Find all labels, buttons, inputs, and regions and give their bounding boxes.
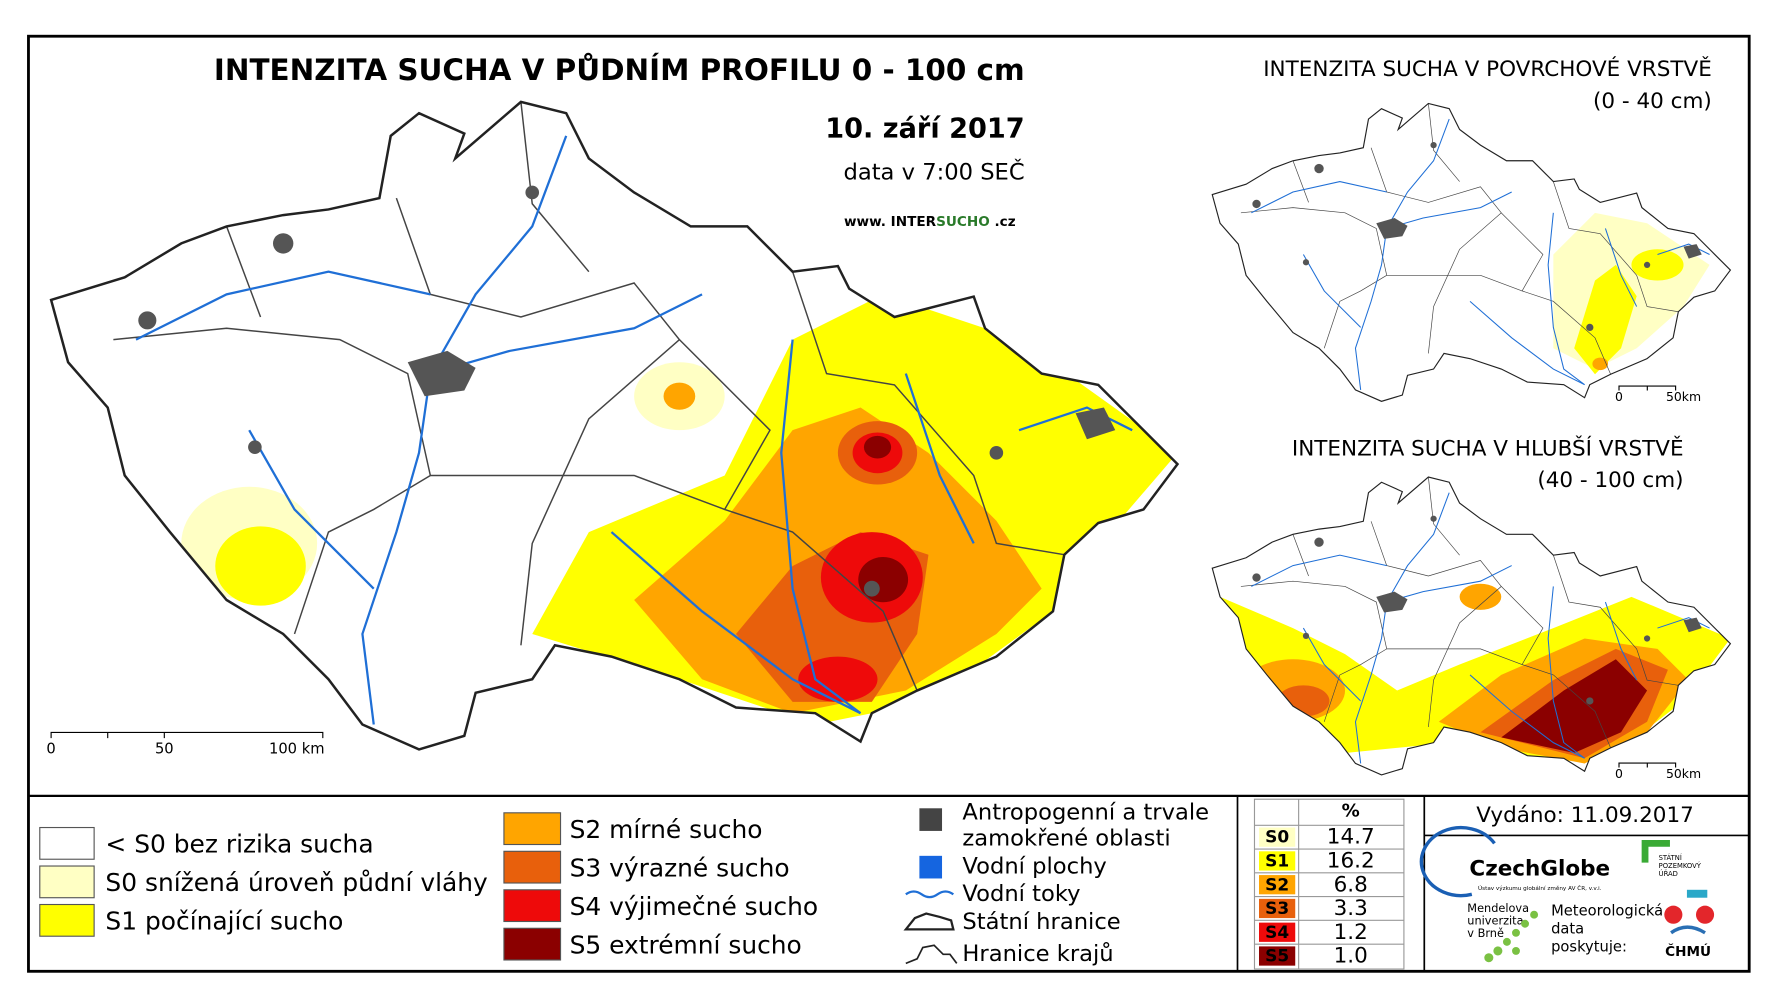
table-value: 1.0 <box>1334 944 1368 969</box>
website-part: www. INTER <box>844 214 937 230</box>
legend-label: S5 extrémní sucho <box>570 930 802 959</box>
table-class: S5 <box>1265 947 1289 967</box>
scale-bar <box>1618 385 1677 391</box>
inset-title: INTENZITA SUCHA V POVRCHOVÉ VRSTVĚ <box>1263 56 1712 82</box>
legend-label: Hranice krajů <box>962 940 1113 967</box>
table-class: S4 <box>1265 923 1289 943</box>
table-header: % <box>1342 801 1360 822</box>
legend: < S0 bez rizika sucha S0 snížená úroveň p… <box>39 799 1209 967</box>
map-date: 10. září 2017 <box>825 114 1024 145</box>
mendelu-dots <box>1484 910 1539 963</box>
scale-label: 0 <box>46 740 55 757</box>
legend-swatch <box>503 812 562 846</box>
spu-mark <box>1641 839 1670 863</box>
table-swatch <box>1259 827 1296 847</box>
map-title: INTENZITA SUCHA V PŮDNÍM PROFILU 0 - 100… <box>214 51 1025 87</box>
legend-label: S0 snížená úroveň půdní vláhy <box>105 868 487 897</box>
chmu-mark <box>1695 905 1715 924</box>
legend-label: Vodní plochy <box>962 854 1106 880</box>
scale-label: 100 km <box>269 740 325 757</box>
logo-text: univerzita <box>1467 913 1523 927</box>
scale-label: 50 <box>155 740 174 757</box>
inset-subtitle: (0 - 40 cm) <box>1593 89 1712 114</box>
table-class: S1 <box>1265 851 1289 871</box>
inset-subtitle: (40 - 100 cm) <box>1537 468 1683 493</box>
legend-label: S2 mírné sucho <box>570 815 763 844</box>
table-value: 6.8 <box>1334 872 1368 897</box>
table-value: 14.7 <box>1327 825 1375 850</box>
table-value: 1.2 <box>1334 920 1368 945</box>
logo-text: Meteorologická <box>1551 902 1663 919</box>
logo-text: POZEMKOVÝ <box>1659 861 1702 870</box>
legend-label: Vodní toky <box>962 881 1080 907</box>
logo-text: poskytuje: <box>1551 939 1627 956</box>
website-part: SUCHO <box>936 214 990 230</box>
table-class: S3 <box>1265 899 1289 919</box>
logo-subtitle: Ústav výzkumu globální změny AV ČR, v.v.… <box>1478 885 1602 892</box>
scale-bar: 0 50 100 km <box>46 731 325 757</box>
percent-table: % S0 14.7 S1 16.2 S2 6.8 S3 3.3 S4 1.2 S5 1.0 <box>1253 798 1405 970</box>
logo-arc <box>1419 826 1496 898</box>
legend-icon <box>905 944 958 965</box>
logos: CzechGlobe Ústav výzkumu globální změny … <box>1419 826 1715 963</box>
logo-czechglobe: CzechGlobe <box>1469 856 1610 881</box>
table-swatch <box>1259 946 1296 966</box>
legend-swatch <box>503 850 562 884</box>
table-swatch <box>1259 922 1296 942</box>
scale-label: 0 <box>1615 389 1623 404</box>
table-value: 16.2 <box>1327 848 1375 873</box>
table-swatch <box>1259 875 1296 895</box>
scale-label: 0 <box>1615 766 1623 781</box>
legend-swatch <box>503 889 562 923</box>
table-class: S2 <box>1265 875 1289 895</box>
inset-map-surface <box>1211 102 1731 402</box>
scale-bar <box>1618 762 1677 768</box>
inset-title: INTENZITA SUCHA V HLUBŠÍ VRSTVĚ <box>1292 435 1684 461</box>
data-time: data v 7:00 SEČ <box>843 158 1024 186</box>
scale-label: 50km <box>1666 389 1701 404</box>
scale-label: 50km <box>1666 766 1701 781</box>
table-value: 3.3 <box>1334 896 1368 921</box>
logo-text: Mendelova <box>1467 901 1529 915</box>
website-part: .cz <box>990 214 1016 230</box>
chmu-mark <box>1664 905 1683 924</box>
drought-patches <box>1553 212 1710 375</box>
logo-text: v Brně <box>1467 926 1504 940</box>
legend-label: < S0 bez rizika sucha <box>105 830 373 859</box>
legend-icon <box>919 808 943 831</box>
legend-label: S4 výjimečné sucho <box>570 892 819 921</box>
legend-swatch <box>39 826 95 860</box>
legend-icon <box>905 890 955 899</box>
table-class: S0 <box>1265 828 1289 848</box>
legend-icon <box>919 855 943 879</box>
legend-label: zamokřené oblasti <box>962 825 1170 851</box>
main-map: 0 50 100 km <box>46 100 1179 757</box>
logo-text: ÚŘAD <box>1659 869 1678 878</box>
legend-label: S1 počínající sucho <box>105 907 343 936</box>
chmu-mark <box>1686 889 1708 898</box>
legend-swatch <box>503 927 562 961</box>
table-frame <box>1253 798 1405 970</box>
logo-chmu: ČHMÚ <box>1665 942 1711 960</box>
table-swatch <box>1259 898 1296 919</box>
logo-text: data <box>1551 920 1584 937</box>
logo-text: STÁTNÍ <box>1659 853 1682 862</box>
chmu-mark <box>1670 925 1706 935</box>
inset-map-deep <box>1211 476 1731 776</box>
legend-label: S3 výrazné sucho <box>570 853 790 882</box>
legend-icon <box>903 912 955 931</box>
legend-swatch <box>39 903 95 937</box>
legend-swatch <box>39 865 95 899</box>
legend-label: Státní hranice <box>962 909 1120 935</box>
legend-label: Antropogenní a trvale <box>962 799 1209 825</box>
website: www. INTERSUCHO .cz <box>844 214 1016 230</box>
issued-date: Vydáno: 11.09.2017 <box>1476 803 1694 828</box>
table-swatch <box>1259 851 1296 871</box>
